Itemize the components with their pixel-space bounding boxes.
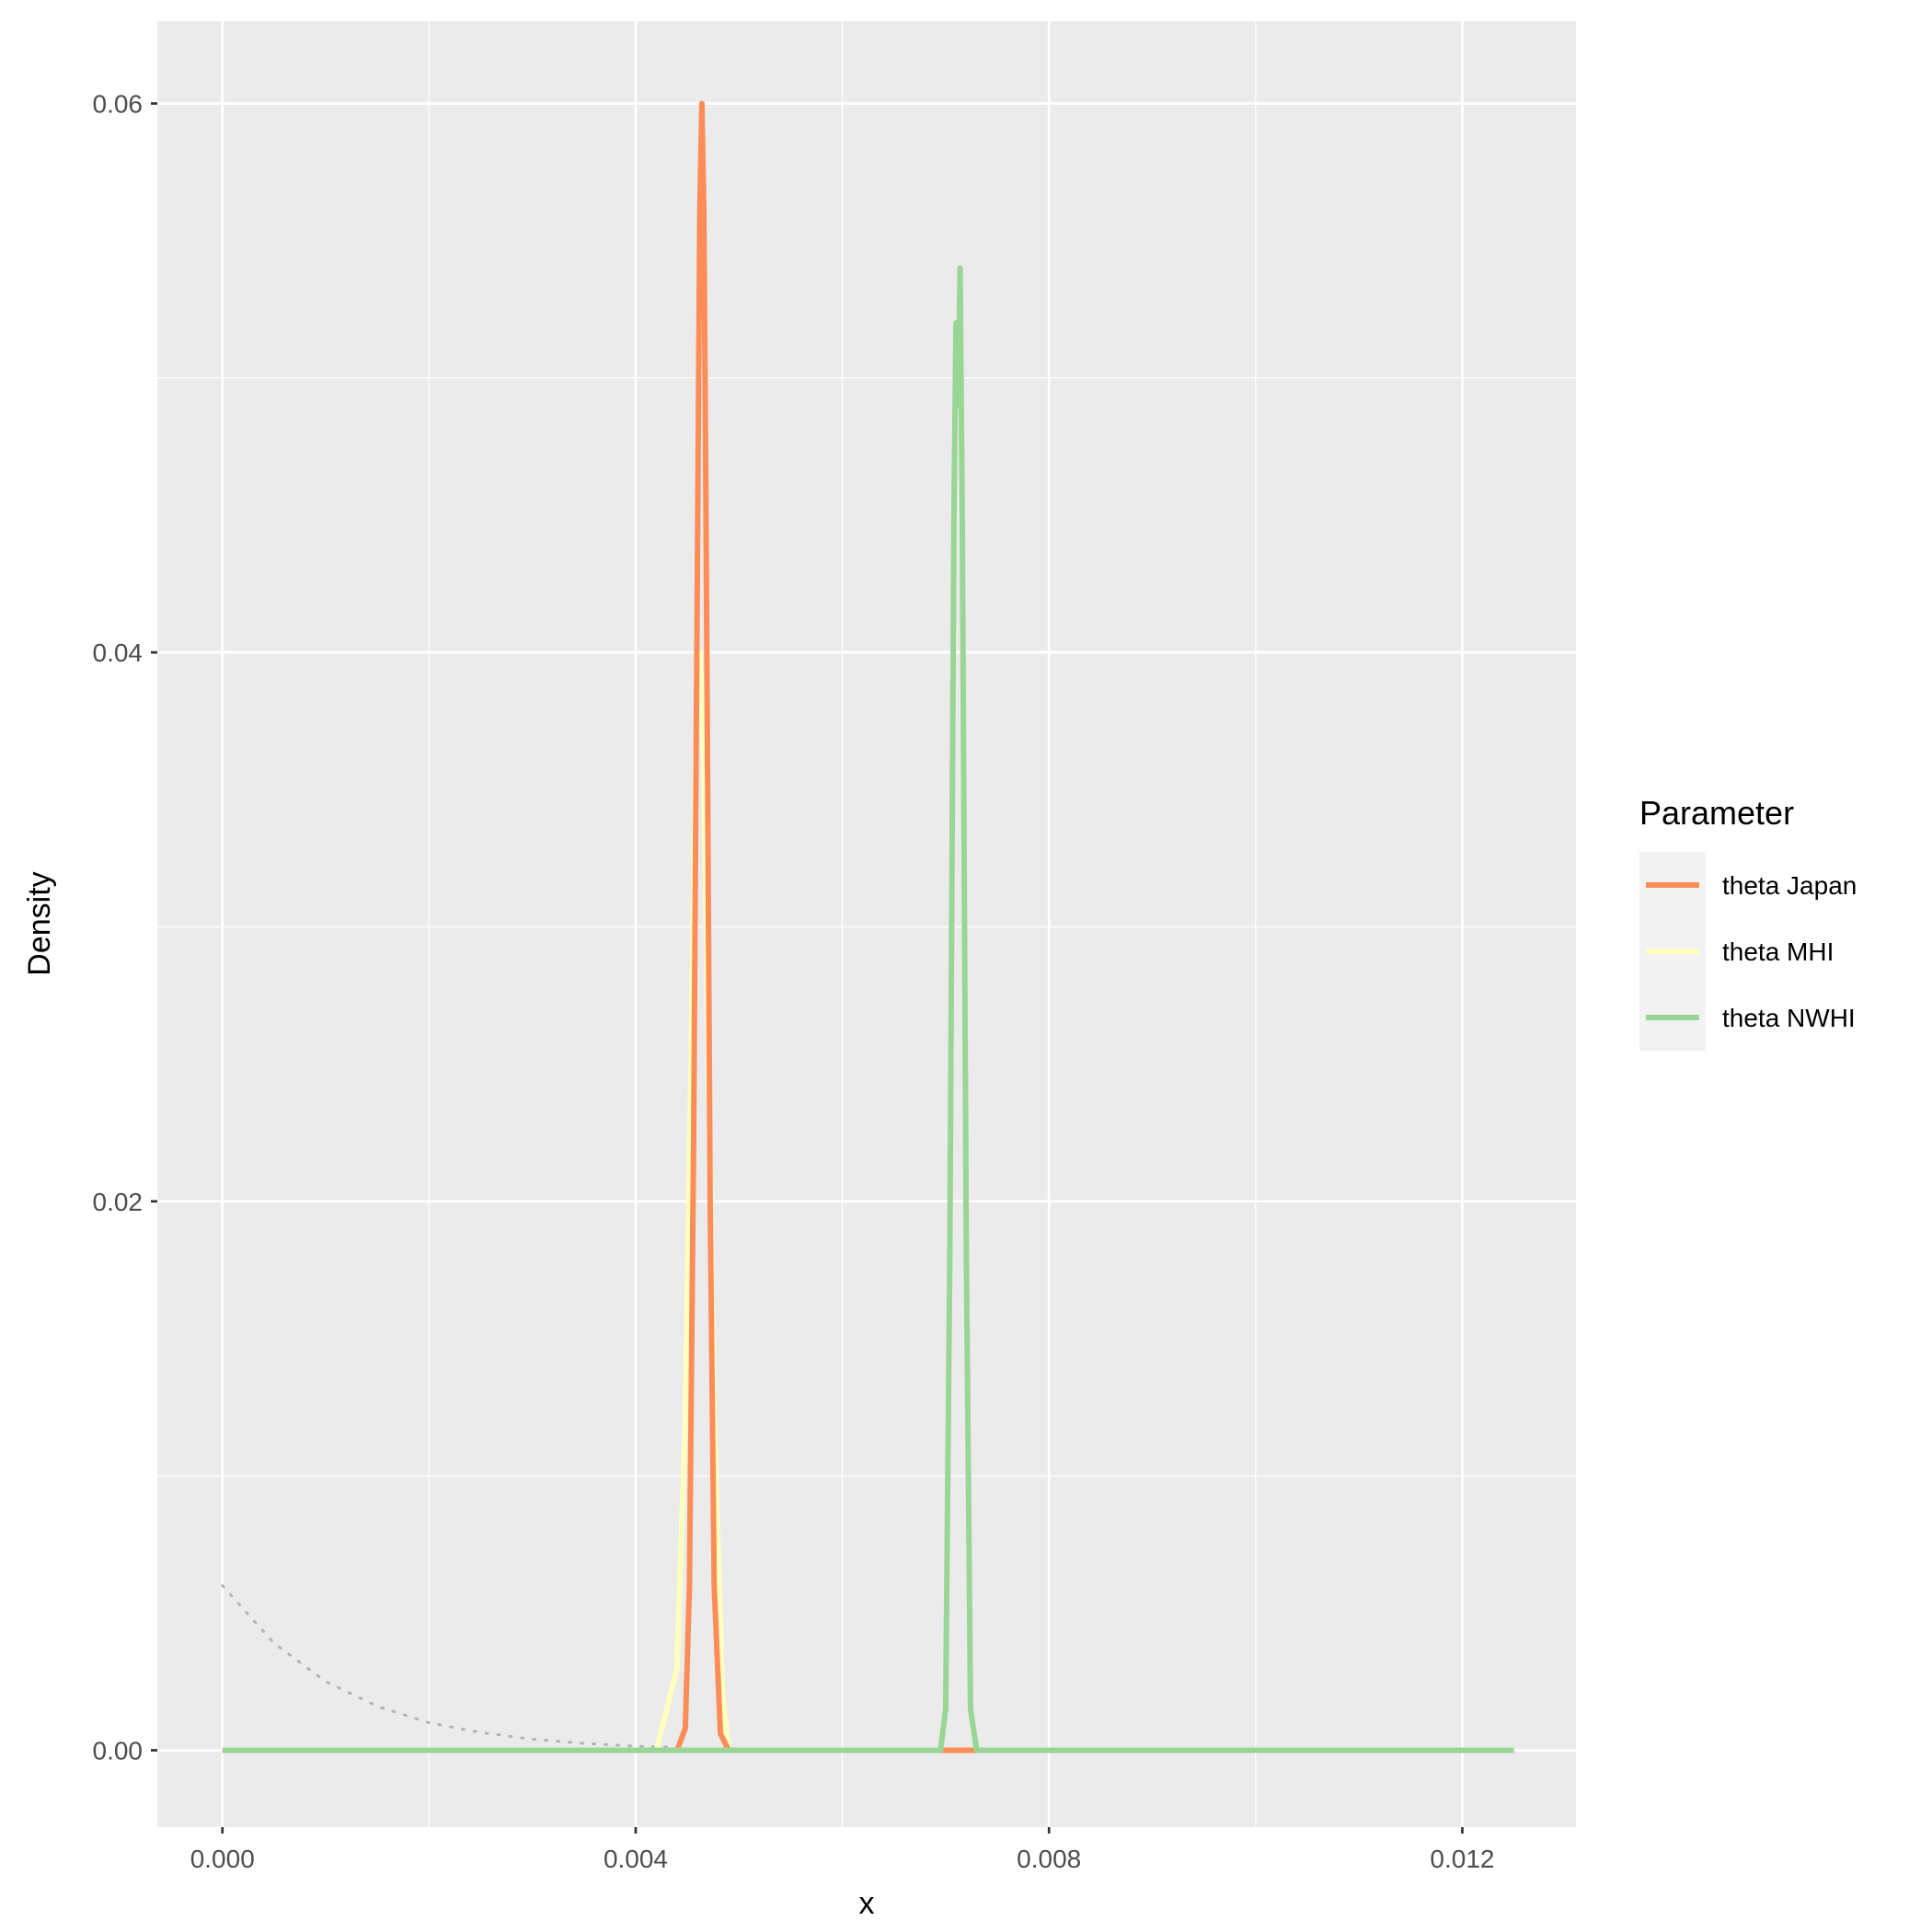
x-axis-title: x: [859, 1886, 875, 1921]
axis-ticks: [151, 102, 1464, 1834]
series-line-prior: [221, 1584, 689, 1749]
series-line-theta-japan: [222, 100, 1514, 1754]
legend-label-theta-japan: theta Japan: [1722, 871, 1857, 900]
plot-panel: [157, 21, 1576, 1827]
x-tick-label: 0.012: [1430, 1845, 1494, 1873]
y-tick-label: 0.06: [93, 89, 144, 118]
series-line-theta-nwhi: [222, 265, 1514, 1754]
tick-labels: 0.000 0.004 0.008 0.012 0.00 0.02 0.04 0.06: [93, 89, 1495, 1873]
series-line-theta-mhi: [222, 650, 1514, 1754]
minor-gridlines: [157, 21, 1576, 1827]
x-tick-label: 0.004: [604, 1845, 668, 1873]
x-tick-label: 0.000: [190, 1845, 255, 1873]
legend-title: Parameter: [1639, 794, 1794, 832]
y-tick-label: 0.04: [93, 638, 144, 667]
legend-label-theta-nwhi: theta NWHI: [1722, 1004, 1856, 1032]
y-tick-label: 0.02: [93, 1188, 144, 1216]
legend-label-theta-mhi: theta MHI: [1722, 937, 1834, 966]
legend: Parameter theta Japan theta MHI theta NWHI: [1639, 794, 1857, 1051]
series-lines: [221, 100, 1514, 1754]
x-tick-label: 0.008: [1017, 1845, 1081, 1873]
y-axis-title: Density: [22, 871, 57, 975]
y-tick-label: 0.00: [93, 1736, 144, 1765]
